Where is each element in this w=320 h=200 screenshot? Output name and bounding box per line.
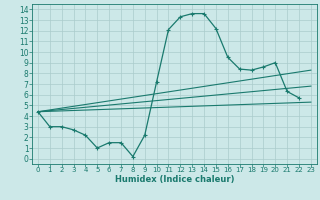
X-axis label: Humidex (Indice chaleur): Humidex (Indice chaleur): [115, 175, 234, 184]
